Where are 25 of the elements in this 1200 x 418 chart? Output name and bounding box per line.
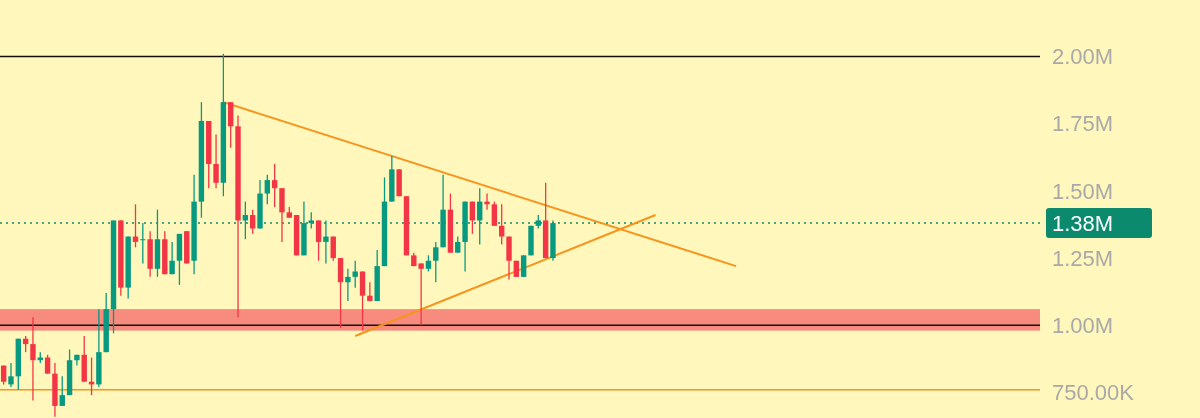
candlestick bbox=[59, 375, 65, 407]
candlestick bbox=[433, 241, 439, 283]
candlestick bbox=[30, 316, 36, 402]
candlestick bbox=[44, 354, 51, 375]
candlestick bbox=[271, 163, 278, 208]
candlestick bbox=[169, 241, 175, 275]
y-tick-label: 1.50M bbox=[1052, 178, 1114, 204]
candlestick bbox=[264, 174, 271, 205]
candlestick bbox=[345, 268, 351, 302]
y-tick-label: 1.25M bbox=[1052, 245, 1114, 271]
ref-line-label: 1.38M bbox=[1052, 210, 1114, 236]
candlestick bbox=[491, 200, 498, 227]
candlestick bbox=[323, 219, 329, 265]
candlestick bbox=[8, 362, 14, 388]
candlestick bbox=[352, 260, 358, 289]
candlestick bbox=[498, 203, 505, 246]
y-tick-label: 2.00M bbox=[1052, 44, 1114, 70]
candlestick bbox=[315, 219, 322, 262]
y-tick-label: 1.75M bbox=[1052, 111, 1114, 137]
y-tick-label: 1.00M bbox=[1052, 312, 1114, 338]
candlestick bbox=[213, 133, 219, 189]
candlestick bbox=[140, 222, 146, 265]
y-tick-label: 750.00K bbox=[1052, 380, 1135, 406]
candlestick bbox=[330, 235, 336, 262]
candlestick bbox=[520, 254, 527, 278]
